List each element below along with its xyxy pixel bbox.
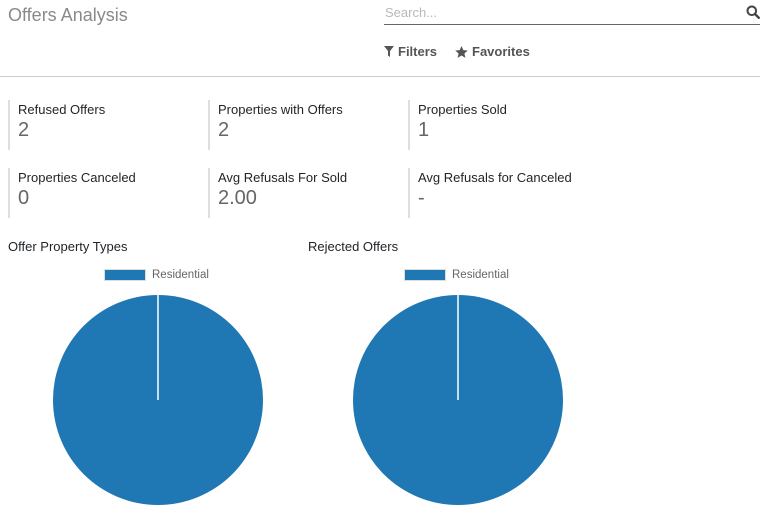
stat-avg-refusals-canceled[interactable]: Avg Refusals for Canceled - (408, 168, 598, 218)
page-title: Offers Analysis (8, 5, 128, 25)
stat-value: 2.00 (218, 187, 257, 209)
search-bar[interactable] (384, 2, 760, 25)
stat-label: Avg Refusals for Canceled (418, 170, 572, 185)
stat-properties-with-offers[interactable]: Properties with Offers 2 (208, 100, 398, 150)
search-icon[interactable] (746, 5, 760, 19)
filter-icon (384, 46, 394, 57)
stat-properties-canceled[interactable]: Properties Canceled 0 (8, 168, 198, 218)
chart-title-offer-property-types: Offer Property Types (8, 239, 128, 254)
stat-label: Properties with Offers (218, 102, 343, 117)
stat-value: 0 (18, 187, 30, 209)
legend-label: Residential (452, 269, 509, 281)
search-options: Filters Favorites (384, 44, 530, 59)
stat-value: 2 (18, 119, 30, 141)
legend-label: Residential (152, 269, 209, 281)
favorites-label: Favorites (472, 44, 530, 59)
stat-label: Avg Refusals For Sold (218, 170, 348, 185)
chart-legend[interactable]: Residential (104, 269, 209, 281)
search-input[interactable] (384, 2, 725, 22)
stat-value: 1 (418, 119, 430, 141)
filters-button[interactable]: Filters (384, 44, 437, 59)
legend-swatch (404, 269, 446, 281)
favorites-button[interactable]: Favorites (455, 44, 530, 59)
stat-label: Properties Canceled (18, 170, 136, 185)
star-icon (455, 45, 468, 58)
stat-avg-refusals-sold[interactable]: Avg Refusals For Sold 2.00 (208, 168, 398, 218)
legend-swatch (104, 269, 146, 281)
pie-chart-rejected-offers[interactable] (352, 294, 564, 506)
chart-title-rejected-offers: Rejected Offers (308, 239, 399, 254)
stat-value: 2 (218, 119, 230, 141)
stat-value: - (418, 187, 425, 209)
stat-label: Properties Sold (418, 102, 507, 117)
header-divider (0, 76, 760, 77)
stat-label: Refused Offers (18, 102, 106, 117)
pie-chart-offer-property-types[interactable] (52, 294, 264, 506)
stat-refused-offers[interactable]: Refused Offers 2 (8, 100, 198, 150)
stat-properties-sold[interactable]: Properties Sold 1 (408, 100, 598, 150)
filters-label: Filters (398, 44, 438, 59)
chart-legend[interactable]: Residential (404, 269, 509, 281)
